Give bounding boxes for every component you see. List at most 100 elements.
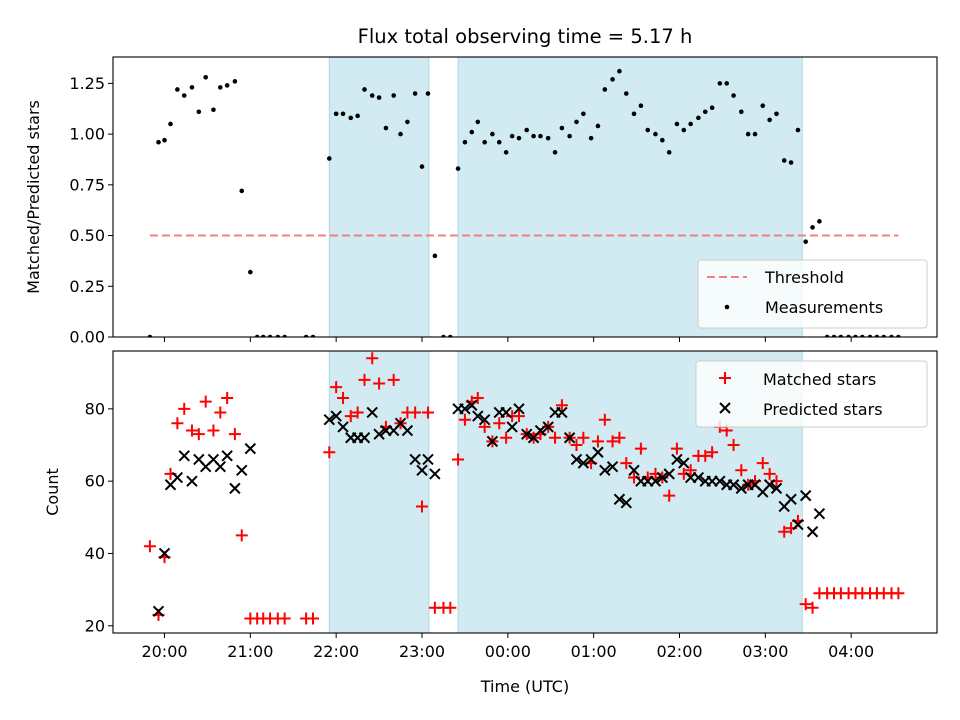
matched-stars-point — [387, 373, 400, 386]
predicted-stars-point — [714, 475, 726, 487]
predicted-stars-point — [186, 475, 198, 487]
matched-stars-point — [670, 442, 683, 455]
predicted-stars-point — [158, 547, 171, 560]
ratio-y-ticks: 0.00 0.25 0.50 0.75 1.00 1.25 — [69, 74, 113, 347]
measurements-point — [175, 87, 180, 92]
measurements-point — [303, 334, 309, 337]
predicted-stars-point — [799, 489, 812, 502]
predicted-stars-point — [500, 406, 512, 419]
matched-stars-point — [634, 442, 647, 455]
measurements-point — [867, 334, 873, 337]
measurements-point — [448, 334, 453, 337]
y-tick-label: 1.25 — [69, 74, 105, 93]
y-tick-label: 60 — [85, 472, 105, 491]
measurements-point — [376, 95, 382, 100]
predicted-stars-point — [401, 424, 414, 437]
matched-stars-point — [351, 406, 364, 419]
x-tick-label: 01:00 — [571, 642, 617, 661]
measurements-point — [896, 334, 901, 337]
matched-stars-point — [306, 612, 319, 625]
predicted-stars-point — [542, 421, 554, 433]
measurements-point — [774, 111, 779, 117]
predicted-stars-point — [792, 518, 804, 531]
matched-stars-point — [570, 439, 583, 451]
measurements-point — [217, 85, 223, 90]
measurements-point — [282, 334, 287, 337]
matched-stars-point — [178, 402, 191, 415]
matched-stars-point — [591, 435, 604, 448]
measurements-point — [574, 119, 579, 125]
matched-stars-point — [330, 381, 343, 394]
measurements-point — [156, 139, 161, 145]
measurements-point — [660, 137, 665, 143]
measurements-point — [666, 150, 672, 155]
measurements-point — [162, 137, 167, 143]
y-tick-label: 20 — [85, 616, 105, 635]
measurements-point — [881, 334, 887, 337]
measurements-point — [824, 334, 830, 337]
matched-stars-point — [598, 413, 611, 426]
measurements-point — [260, 334, 266, 337]
matched-stars-point — [577, 431, 590, 444]
predicted-stars-point — [366, 406, 378, 419]
predicted-stars-point — [606, 460, 619, 473]
predicted-legend-label: Predicted stars — [763, 400, 883, 419]
predicted-stars-point — [671, 453, 683, 466]
matched-stars-point — [512, 410, 525, 423]
predicted-stars-point — [337, 421, 349, 433]
matched-stars-point — [235, 529, 248, 542]
matched-stars-point — [892, 587, 905, 600]
predicted-stars-point — [478, 413, 491, 426]
matched-stars-point — [799, 598, 812, 611]
measurements-point — [788, 160, 794, 165]
measurements-point — [469, 129, 475, 135]
matched-stars-point — [613, 431, 626, 444]
measurements-point — [760, 103, 766, 108]
matched-stars-point — [727, 439, 740, 451]
measurements-point — [531, 133, 536, 139]
measurements-point — [559, 125, 565, 131]
count-marks — [143, 352, 905, 625]
matched-stars-point — [706, 446, 719, 459]
matched-stars-point — [337, 392, 350, 404]
measurements-point — [803, 239, 808, 244]
x-tick-label: 20:00 — [141, 642, 187, 661]
measurements-point — [731, 93, 736, 98]
predicted-stars-point — [613, 493, 626, 505]
matched-stars-point — [373, 377, 386, 390]
predicted-stars-point — [577, 457, 590, 469]
measurements-point — [275, 334, 281, 337]
matched-stars-point — [185, 424, 198, 437]
measurements-point — [538, 133, 543, 139]
measurements-point — [181, 93, 187, 98]
matched-stars-point — [684, 464, 697, 477]
measurements-point — [817, 219, 822, 224]
predicted-stars-point — [429, 468, 441, 480]
measurements-legend-label: Measurements — [765, 298, 883, 317]
ratio-legend: Threshold Measurements — [697, 259, 928, 329]
measurements-point — [482, 139, 487, 145]
x-tick-label: 23:00 — [399, 642, 445, 661]
matched-stars-point — [171, 417, 184, 430]
y-tick-label: 0.25 — [69, 277, 105, 296]
measurements-point — [405, 119, 410, 125]
ratio-panel: 0.00 0.25 0.50 0.75 1.00 1.25 Matched/Predict… — [24, 56, 938, 347]
ratio-axes-frame — [112, 56, 938, 338]
measurements-point — [509, 133, 515, 139]
measurements-point — [391, 93, 396, 98]
predicted-stars-point — [221, 450, 233, 462]
y-tick-label: 40 — [85, 544, 105, 563]
matched-stars-point — [278, 612, 291, 625]
matched-stars-point — [756, 457, 769, 470]
measurements-point — [362, 87, 367, 92]
matched-stars-point — [549, 431, 562, 444]
predicted-stars-point — [330, 410, 342, 422]
measurements-point — [653, 131, 658, 137]
predicted-stars-point — [244, 442, 257, 455]
measurements-point — [681, 127, 687, 133]
ratio-x-ticks — [164, 337, 852, 342]
predicted-stars-point — [735, 482, 748, 495]
ratio-marks — [147, 68, 901, 337]
measurements-point — [340, 111, 346, 117]
